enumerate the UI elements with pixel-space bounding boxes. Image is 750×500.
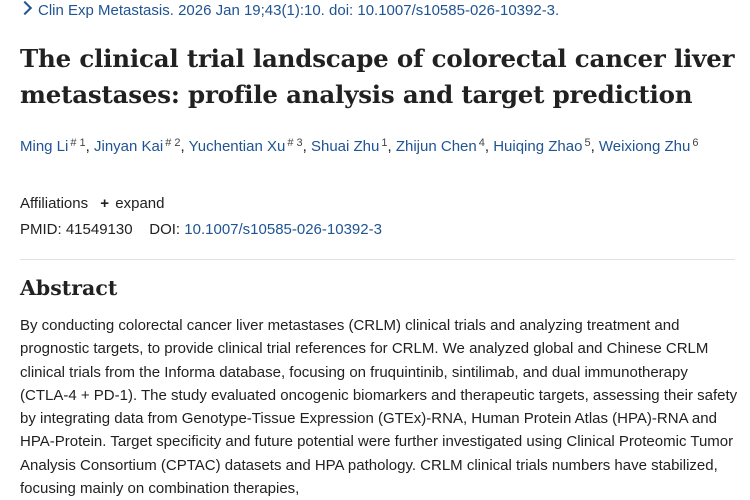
chevron-right-icon: [17, 0, 33, 16]
plus-icon: +: [100, 195, 110, 212]
journal-link[interactable]: Clin Exp Metastasis.: [38, 2, 174, 19]
author-affiliation-marks: # 1: [70, 137, 86, 149]
author-affiliation-marks: 4: [478, 137, 485, 149]
section-divider: [20, 259, 735, 260]
pmid-label: PMID:: [20, 221, 62, 238]
doi-label: DOI:: [149, 221, 181, 238]
author-affiliation-marks: 5: [584, 137, 591, 149]
pmid-value: 41549130: [65, 221, 133, 238]
author-affiliation-marks: # 3: [287, 137, 303, 149]
doi-link[interactable]: 10.1007/s10585-026-10392-3: [184, 221, 382, 238]
author-list: Ming Li # 1, Jinyan Kai # 2, Yuchentian Xu…: [20, 137, 699, 155]
author-affiliation-marks: 1: [381, 137, 388, 149]
citation-details: 2026 Jan 19;43(1):10. doi: 10.1007/s1058…: [178, 2, 560, 19]
affiliations-row: Affiliations + expand: [20, 193, 164, 215]
author-affiliation-marks: 6: [692, 137, 699, 149]
author-link[interactable]: Huiqing Zhao 5: [493, 137, 591, 155]
author-link[interactable]: Weixiong Zhu 6: [598, 137, 699, 155]
author-link[interactable]: Zhijun Chen 4: [395, 137, 485, 155]
author-link[interactable]: Shuai Zhu 1: [310, 137, 388, 155]
abstract-heading: Abstract: [20, 276, 118, 300]
author-link[interactable]: Jinyan Kai # 2: [94, 137, 181, 155]
author-link[interactable]: Yuchentian Xu # 3: [188, 137, 303, 155]
article-title: The clinical trial landscape of colorect…: [20, 44, 735, 109]
affiliations-label: Affiliations: [20, 195, 89, 212]
author-link[interactable]: Ming Li # 1: [20, 137, 86, 155]
citation-line[interactable]: Clin Exp Metastasis. 2026 Jan 19;43(1):1…: [17, 0, 560, 22]
abstract-text: By conducting colorectal cancer liver me…: [20, 317, 738, 498]
author-affiliation-marks: # 2: [165, 137, 181, 149]
identifiers-row: PMID: 41549130 DOI: 10.1007/s10585-026-1…: [20, 219, 382, 241]
expand-affiliations-button[interactable]: + expand: [100, 195, 164, 212]
